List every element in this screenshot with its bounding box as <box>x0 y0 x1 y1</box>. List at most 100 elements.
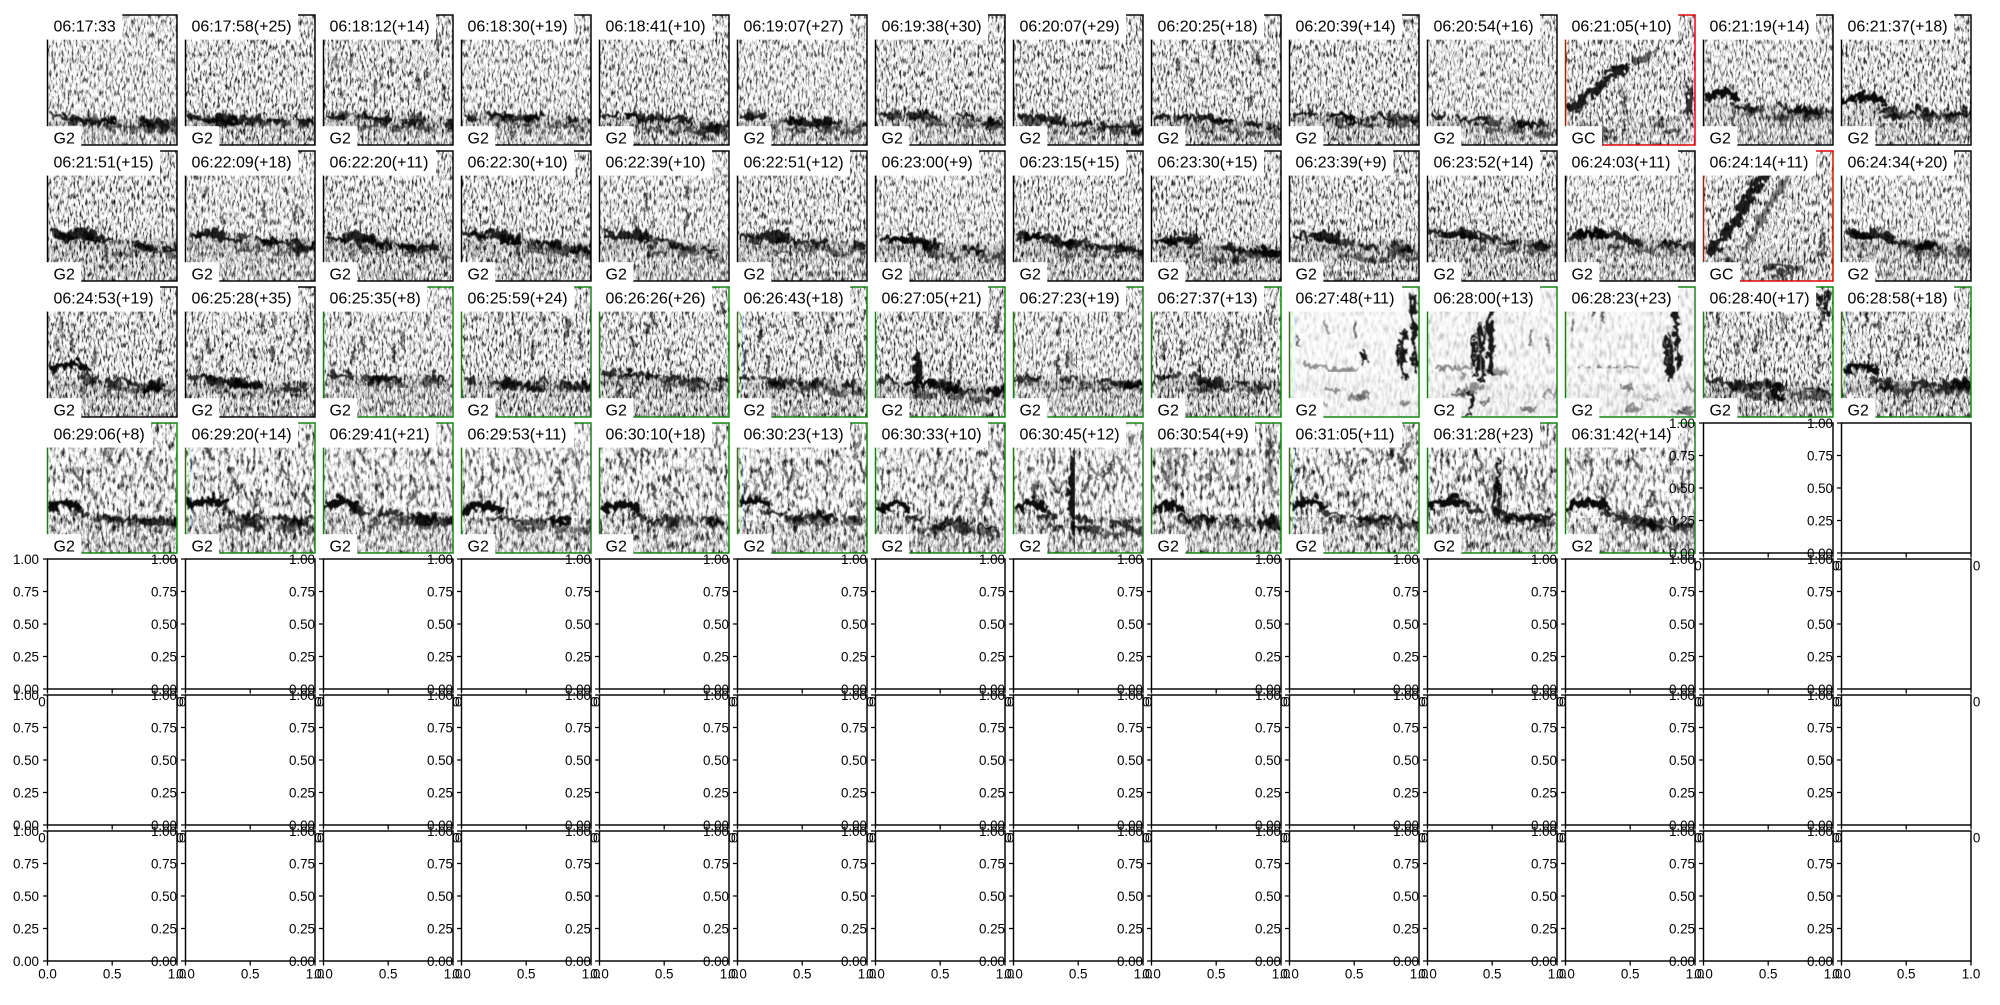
svg-text:G2: G2 <box>1572 539 1593 556</box>
svg-text:0.50: 0.50 <box>1669 617 1695 632</box>
svg-text:0.00: 0.00 <box>289 818 315 833</box>
svg-text:06:31:28(+23): 06:31:28(+23) <box>1434 427 1534 444</box>
svg-text:06:22:51(+12): 06:22:51(+12) <box>744 155 844 172</box>
svg-text:0.75: 0.75 <box>13 856 39 871</box>
svg-text:0.50: 0.50 <box>1117 753 1143 768</box>
svg-text:0.00: 0.00 <box>1255 818 1281 833</box>
svg-text:0.75: 0.75 <box>1531 720 1557 735</box>
svg-text:0.50: 0.50 <box>427 753 453 768</box>
svg-text:G2: G2 <box>54 539 75 556</box>
svg-text:1.0: 1.0 <box>1548 966 1567 981</box>
svg-text:06:20:39(+14): 06:20:39(+14) <box>1296 19 1396 36</box>
svg-text:06:27:48(+11): 06:27:48(+11) <box>1296 291 1395 308</box>
svg-text:1.00: 1.00 <box>1117 824 1143 839</box>
svg-text:G2: G2 <box>468 131 489 148</box>
svg-text:1.00: 1.00 <box>151 824 177 839</box>
svg-text:06:24:53(+19): 06:24:53(+19) <box>54 291 154 308</box>
svg-text:0.00: 0.00 <box>427 818 453 833</box>
svg-text:0.50: 0.50 <box>1393 889 1419 904</box>
svg-text:1.0: 1.0 <box>996 966 1015 981</box>
svg-text:06:22:39(+10): 06:22:39(+10) <box>606 155 706 172</box>
svg-text:1.0: 1.0 <box>444 966 463 981</box>
svg-text:06:27:23(+19): 06:27:23(+19) <box>1020 291 1120 308</box>
svg-text:0.0: 0.0 <box>1694 966 1713 981</box>
svg-text:0.25: 0.25 <box>151 649 177 664</box>
svg-text:0.75: 0.75 <box>979 584 1005 599</box>
svg-text:0.5: 0.5 <box>793 966 812 981</box>
svg-text:0.00: 0.00 <box>1807 546 1833 561</box>
svg-text:0.00: 0.00 <box>703 954 729 969</box>
svg-text:G2: G2 <box>1296 267 1317 284</box>
svg-text:0.5: 0.5 <box>1483 966 1502 981</box>
svg-text:0.25: 0.25 <box>151 785 177 800</box>
svg-text:G2: G2 <box>1158 403 1179 420</box>
svg-text:0.0: 0.0 <box>452 966 471 981</box>
svg-text:0.25: 0.25 <box>841 649 867 664</box>
svg-text:06:30:54(+9): 06:30:54(+9) <box>1158 427 1249 444</box>
svg-text:0.00: 0.00 <box>1669 954 1695 969</box>
svg-text:0.75: 0.75 <box>1117 856 1143 871</box>
svg-text:0.75: 0.75 <box>1255 856 1281 871</box>
svg-text:0.25: 0.25 <box>1393 921 1419 936</box>
svg-text:1.00: 1.00 <box>289 688 315 703</box>
svg-text:0.0: 0.0 <box>314 966 333 981</box>
svg-text:1.00: 1.00 <box>1669 552 1695 567</box>
svg-text:0.50: 0.50 <box>1117 617 1143 632</box>
svg-text:1.00: 1.00 <box>565 552 591 567</box>
svg-text:06:20:54(+16): 06:20:54(+16) <box>1434 19 1534 36</box>
svg-text:0.25: 0.25 <box>1669 649 1695 664</box>
svg-text:06:22:20(+11): 06:22:20(+11) <box>330 155 429 172</box>
svg-text:0.0: 0.0 <box>1280 966 1299 981</box>
svg-text:1.00: 1.00 <box>1531 824 1557 839</box>
svg-text:0.25: 0.25 <box>289 921 315 936</box>
svg-text:0.75: 0.75 <box>565 584 591 599</box>
svg-text:G2: G2 <box>882 131 903 148</box>
svg-text:1.00: 1.00 <box>979 552 1005 567</box>
svg-text:0.50: 0.50 <box>1531 753 1557 768</box>
svg-text:06:30:10(+18): 06:30:10(+18) <box>606 427 706 444</box>
svg-text:0.75: 0.75 <box>1807 584 1833 599</box>
svg-text:1.00: 1.00 <box>1255 552 1281 567</box>
svg-text:0.5: 0.5 <box>103 966 122 981</box>
svg-text:0.50: 0.50 <box>1807 617 1833 632</box>
svg-text:G2: G2 <box>1572 267 1593 284</box>
svg-text:0.50: 0.50 <box>13 617 39 632</box>
svg-text:G2: G2 <box>54 131 75 148</box>
svg-text:G2: G2 <box>606 539 627 556</box>
svg-text:0.25: 0.25 <box>1117 649 1143 664</box>
svg-text:0.50: 0.50 <box>13 753 39 768</box>
svg-text:06:22:30(+10): 06:22:30(+10) <box>468 155 568 172</box>
svg-text:0.00: 0.00 <box>565 682 591 697</box>
svg-text:0.00: 0.00 <box>703 682 729 697</box>
svg-text:G2: G2 <box>1710 131 1731 148</box>
svg-text:06:30:33(+10): 06:30:33(+10) <box>882 427 982 444</box>
svg-text:0.00: 0.00 <box>565 954 591 969</box>
svg-text:0.75: 0.75 <box>289 584 315 599</box>
svg-text:0.5: 0.5 <box>517 966 536 981</box>
svg-text:06:28:58(+18): 06:28:58(+18) <box>1848 291 1948 308</box>
svg-text:0.25: 0.25 <box>427 921 453 936</box>
svg-text:G2: G2 <box>192 539 213 556</box>
svg-text:0.75: 0.75 <box>841 720 867 735</box>
svg-text:0.50: 0.50 <box>13 889 39 904</box>
svg-text:1.00: 1.00 <box>151 688 177 703</box>
svg-text:0.50: 0.50 <box>289 753 315 768</box>
svg-text:0.00: 0.00 <box>151 954 177 969</box>
svg-text:0.0: 0.0 <box>1418 966 1437 981</box>
svg-text:06:29:53(+11): 06:29:53(+11) <box>468 427 567 444</box>
svg-text:0.75: 0.75 <box>1255 584 1281 599</box>
svg-text:1.00: 1.00 <box>1117 688 1143 703</box>
svg-text:0.00: 0.00 <box>151 682 177 697</box>
svg-text:1.00: 1.00 <box>1393 688 1419 703</box>
svg-text:06:18:12(+14): 06:18:12(+14) <box>330 19 430 36</box>
svg-text:0.50: 0.50 <box>1669 481 1695 496</box>
svg-text:0.50: 0.50 <box>1255 617 1281 632</box>
svg-text:1.00: 1.00 <box>1255 824 1281 839</box>
svg-text:0.50: 0.50 <box>565 753 591 768</box>
svg-text:0.00: 0.00 <box>1117 954 1143 969</box>
svg-text:G2: G2 <box>744 403 765 420</box>
svg-text:1.00: 1.00 <box>841 688 867 703</box>
svg-text:1.00: 1.00 <box>1255 688 1281 703</box>
svg-text:1.00: 1.00 <box>703 552 729 567</box>
svg-text:0.00: 0.00 <box>1807 818 1833 833</box>
